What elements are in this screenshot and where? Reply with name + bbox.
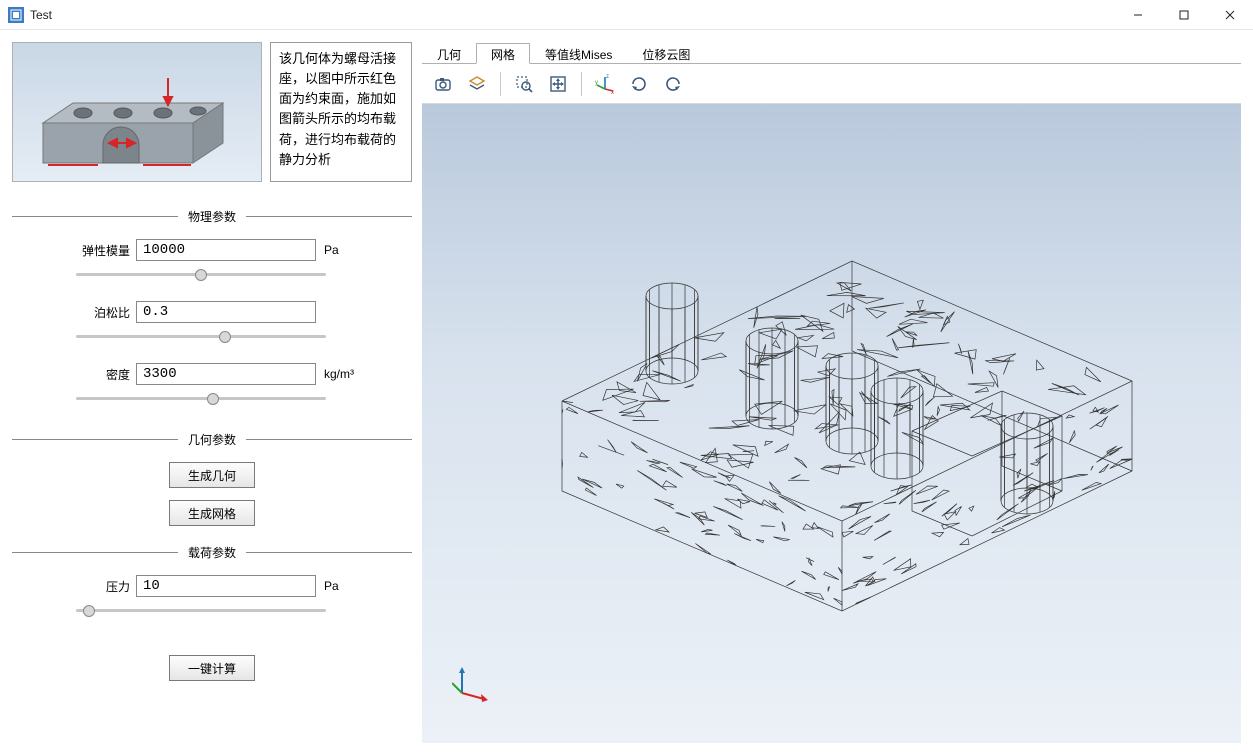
tab-2[interactable]: 等值线Mises — [530, 43, 627, 64]
layers-icon[interactable] — [462, 69, 492, 99]
pressure-unit: Pa — [316, 579, 339, 593]
tab-0[interactable]: 几何 — [422, 43, 476, 64]
axis-triad — [452, 663, 492, 703]
section-geometry: 几何参数 — [12, 431, 412, 448]
description-box: 该几何体为螺母活接座，以图中所示红色面为约束面，施加如图箭头所示的均布载荷，进行… — [270, 42, 412, 182]
density-input[interactable] — [136, 363, 316, 385]
density-unit: kg/m³ — [316, 367, 354, 381]
titlebar: Test — [0, 0, 1253, 30]
poisson-ratio-slider[interactable] — [76, 335, 326, 338]
elastic-modulus-label: 弹性模量 — [72, 242, 136, 259]
viewport-3d[interactable] — [422, 104, 1241, 743]
section-physical: 物理参数 — [12, 208, 412, 225]
tabs: 几何网格等值线Mises位移云图 — [422, 42, 1241, 64]
close-button[interactable] — [1207, 0, 1253, 30]
density-label: 密度 — [72, 366, 136, 383]
left-panel: 该几何体为螺母活接座，以图中所示红色面为约束面，施加如图箭头所示的均布载荷，进行… — [12, 42, 412, 743]
rotate-cw-icon[interactable] — [624, 69, 654, 99]
density-slider[interactable] — [76, 397, 326, 400]
fit-view-icon[interactable] — [543, 69, 573, 99]
rotate-ccw-icon[interactable] — [658, 69, 688, 99]
zoom-region-icon[interactable] — [509, 69, 539, 99]
generate-geometry-button[interactable]: 生成几何 — [169, 462, 255, 488]
app-icon — [8, 7, 24, 23]
svg-text:x: x — [611, 90, 614, 95]
pressure-input[interactable] — [136, 575, 316, 597]
poisson-ratio-label: 泊松比 — [72, 304, 136, 321]
mesh-wireframe — [502, 191, 1162, 631]
section-load: 载荷参数 — [12, 544, 412, 561]
generate-mesh-button[interactable]: 生成网格 — [169, 500, 255, 526]
viewport-toolbar: z x y — [422, 64, 1241, 104]
compute-button[interactable]: 一键计算 — [169, 655, 255, 681]
elastic-modulus-slider[interactable] — [76, 273, 326, 276]
geometry-preview — [12, 42, 262, 182]
camera-icon[interactable] — [428, 69, 458, 99]
elastic-modulus-input[interactable] — [136, 239, 316, 261]
poisson-ratio-input[interactable] — [136, 301, 316, 323]
svg-text:z: z — [606, 74, 609, 80]
window-title: Test — [30, 8, 52, 22]
pressure-label: 压力 — [72, 578, 136, 595]
pressure-slider[interactable] — [76, 609, 326, 612]
elastic-modulus-unit: Pa — [316, 243, 339, 257]
tab-3[interactable]: 位移云图 — [627, 43, 705, 64]
svg-text:y: y — [595, 80, 598, 86]
axis-icon[interactable]: z x y — [590, 69, 620, 99]
minimize-button[interactable] — [1115, 0, 1161, 30]
right-panel: 几何网格等值线Mises位移云图 z x y — [422, 42, 1241, 743]
maximize-button[interactable] — [1161, 0, 1207, 30]
tab-1[interactable]: 网格 — [476, 43, 530, 64]
